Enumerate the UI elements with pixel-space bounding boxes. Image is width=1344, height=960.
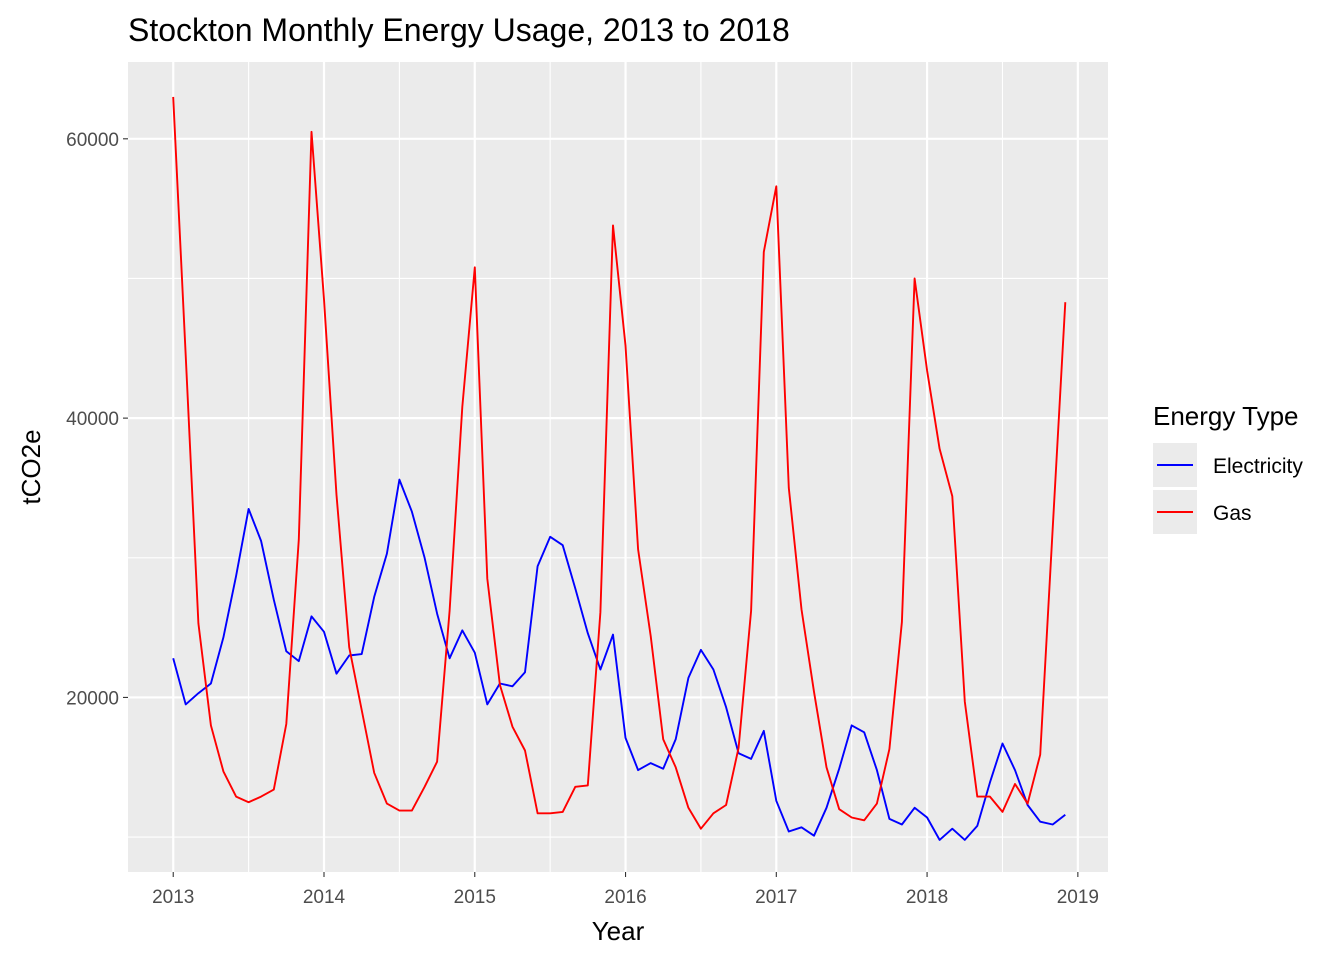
chart-title: Stockton Monthly Energy Usage, 2013 to 2… — [128, 12, 790, 48]
y-tick-label: 20000 — [66, 688, 119, 709]
y-axis: 20000 40000 60000 — [66, 130, 128, 709]
legend-label: Gas — [1213, 502, 1252, 525]
series-layer — [172, 96, 1067, 841]
legend-title: Energy Type — [1153, 401, 1299, 431]
y-axis-title: tCO2e — [16, 429, 46, 504]
x-tick-label: 2016 — [604, 887, 646, 908]
series-line-electricity — [172, 478, 1066, 841]
y-tick-label: 60000 — [66, 130, 119, 151]
x-axis: 2013 2014 2015 2016 2017 2018 2019 — [152, 872, 1099, 908]
legend-item-electricity: Electricity — [1153, 443, 1303, 487]
x-tick-label: 2019 — [1057, 887, 1099, 908]
x-tick-label: 2018 — [906, 887, 948, 908]
legend-items: Electricity Gas — [1153, 443, 1303, 534]
x-tick-label: 2015 — [454, 887, 496, 908]
y-tick-label: 40000 — [66, 409, 119, 430]
series-line-gas — [172, 96, 1067, 830]
legend-item-gas: Gas — [1153, 490, 1252, 534]
plot-panel — [128, 62, 1108, 872]
legend: Energy Type Electricity Gas — [1153, 401, 1303, 534]
x-axis-title: Year — [592, 916, 645, 946]
x-tick-label: 2017 — [755, 887, 797, 908]
legend-label: Electricity — [1213, 455, 1303, 478]
x-tick-label: 2014 — [303, 887, 346, 908]
x-tick-label: 2013 — [152, 887, 194, 908]
